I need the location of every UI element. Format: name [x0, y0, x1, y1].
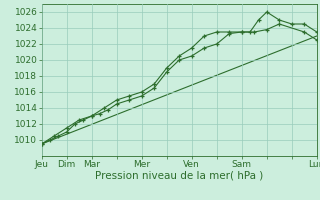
X-axis label: Pression niveau de la mer( hPa ): Pression niveau de la mer( hPa ) [95, 171, 263, 181]
